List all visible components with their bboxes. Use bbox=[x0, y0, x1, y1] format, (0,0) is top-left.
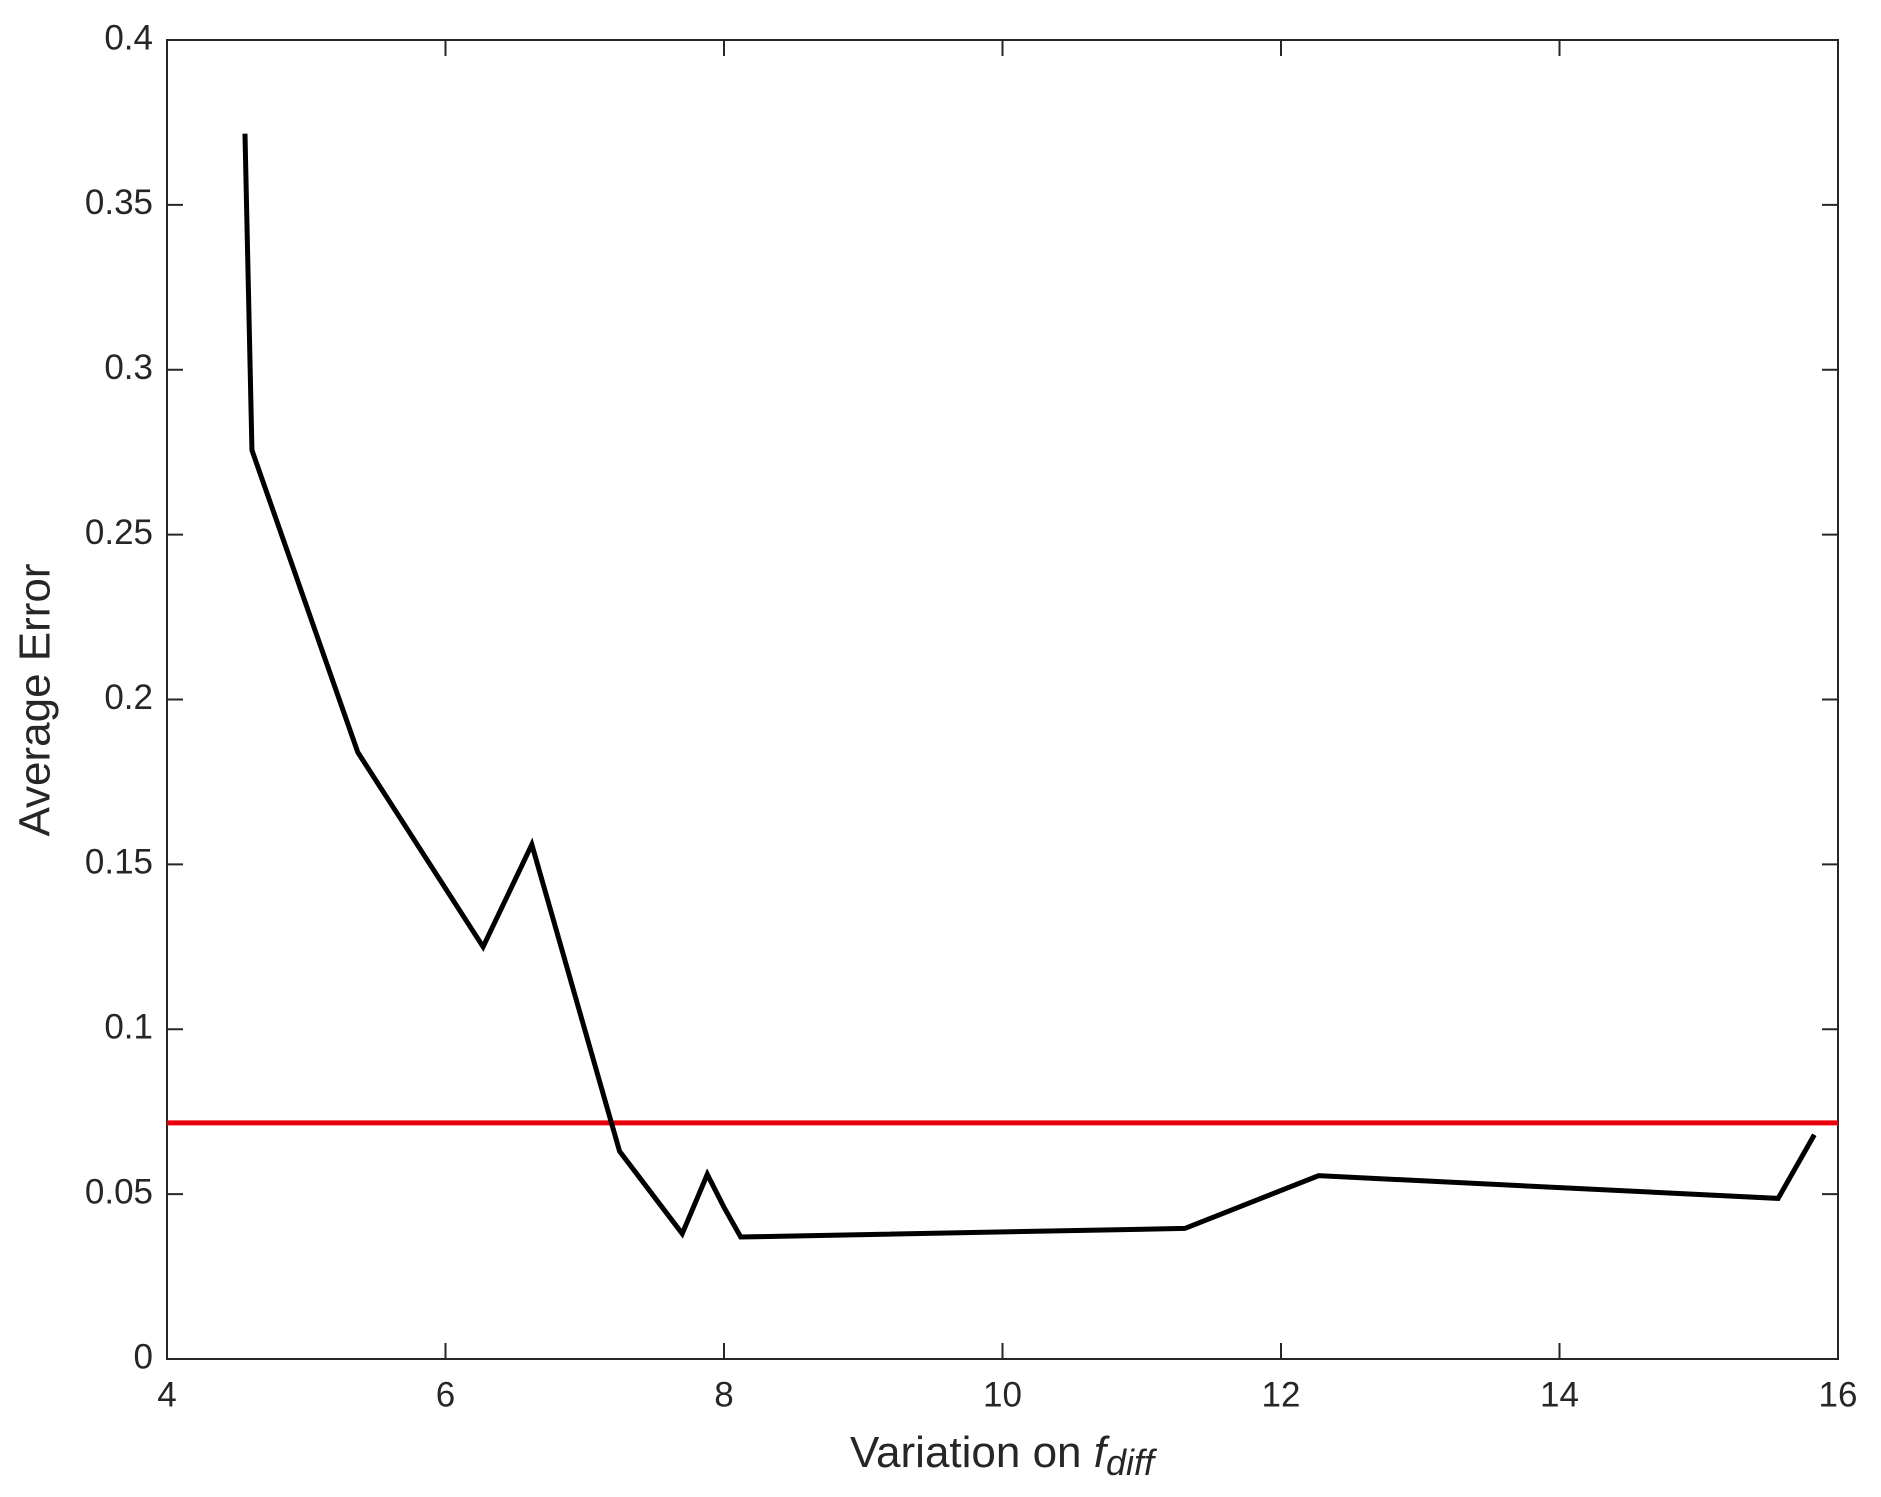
y-axis-label: Average Error bbox=[11, 563, 60, 836]
y-tick-label: 0.2 bbox=[104, 678, 153, 717]
x-tick-label: 10 bbox=[983, 1375, 1022, 1414]
y-tick-label: 0.25 bbox=[85, 513, 153, 552]
x-axis-label: Variation on fdiff bbox=[850, 1428, 1158, 1483]
y-tick-label: 0 bbox=[134, 1337, 153, 1376]
x-tick-label: 14 bbox=[1540, 1375, 1579, 1414]
x-label-text: Variation on bbox=[850, 1428, 1094, 1477]
x-tick-label: 8 bbox=[714, 1375, 733, 1414]
y-tick-label: 0.15 bbox=[85, 843, 153, 882]
y-tick-label: 0.05 bbox=[85, 1172, 153, 1211]
y-tick-label: 0.4 bbox=[104, 18, 153, 57]
y-tick-label: 0.35 bbox=[85, 183, 153, 222]
plot-frame bbox=[166, 39, 1839, 1360]
y-tick-label: 0.3 bbox=[104, 348, 153, 387]
x-tick-label: 12 bbox=[1262, 1375, 1301, 1414]
x-tick-label: 16 bbox=[1819, 1375, 1858, 1414]
data-line bbox=[242, 133, 1817, 1240]
x-tick-label: 6 bbox=[436, 1375, 455, 1414]
y-tick-label: 0.1 bbox=[104, 1008, 153, 1047]
x-tick-label: 4 bbox=[157, 1375, 176, 1414]
x-label-subscript: diff bbox=[1106, 1442, 1158, 1483]
